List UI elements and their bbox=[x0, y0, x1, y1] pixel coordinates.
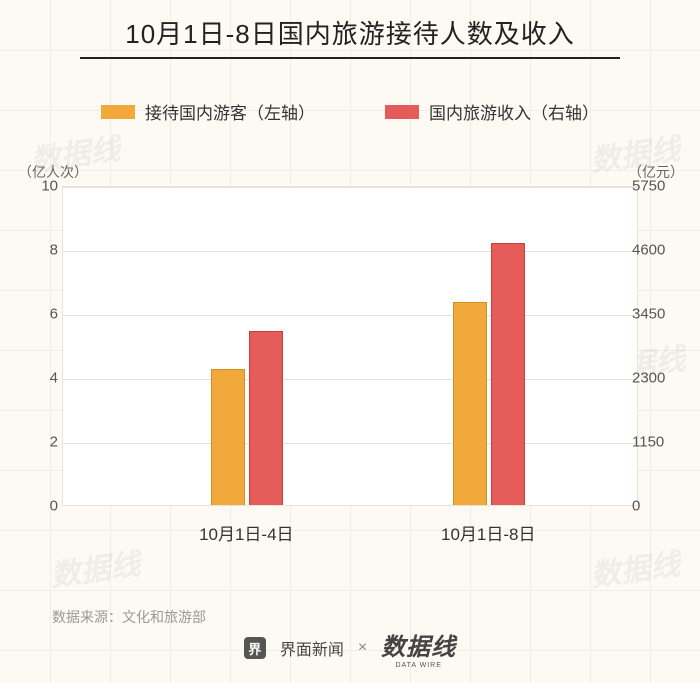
xtick-label: 10月1日-4日 bbox=[199, 520, 293, 545]
bar bbox=[249, 331, 283, 505]
legend-item-revenue: 国内旅游收入（右轴） bbox=[385, 99, 599, 124]
ytick-left: 0 bbox=[22, 498, 58, 515]
ytick-right: 3450 bbox=[632, 306, 680, 323]
ytick-left: 4 bbox=[22, 370, 58, 387]
ytick-right: 5750 bbox=[632, 178, 680, 195]
jiemian-logo-icon: 界 bbox=[244, 637, 266, 659]
ytick-left: 10 bbox=[22, 178, 58, 195]
ytick-right: 0 bbox=[632, 498, 680, 515]
xtick-label: 10月1日-8日 bbox=[441, 520, 535, 545]
bar bbox=[491, 243, 525, 505]
title-block: 10月1日-8日国内旅游接待人数及收入 bbox=[0, 0, 700, 69]
footer: 界 界面新闻 × 数据线 DATA WIRE bbox=[0, 627, 700, 669]
ytick-right: 1150 bbox=[632, 434, 680, 451]
footer-brand-1: 界面新闻 bbox=[280, 636, 344, 660]
ytick-left: 2 bbox=[22, 434, 58, 451]
footer-sep: × bbox=[358, 639, 367, 657]
gridline bbox=[63, 379, 637, 380]
title-underline bbox=[80, 57, 620, 59]
gridline bbox=[63, 443, 637, 444]
ytick-right: 2300 bbox=[632, 370, 680, 387]
legend-swatch bbox=[101, 105, 135, 119]
legend-item-visitors: 接待国内游客（左轴） bbox=[101, 99, 315, 124]
ytick-right: 4600 bbox=[632, 242, 680, 259]
gridline bbox=[63, 187, 637, 188]
ytick-left: 6 bbox=[22, 306, 58, 323]
gridline bbox=[63, 251, 637, 252]
legend-label: 国内旅游收入（右轴） bbox=[429, 99, 599, 124]
gridline bbox=[63, 315, 637, 316]
footer-brand-2-text: 数据线 bbox=[381, 627, 456, 662]
bar bbox=[453, 302, 487, 505]
chart-plot-area bbox=[62, 186, 638, 506]
bar bbox=[211, 369, 245, 505]
footer-brand-2: 数据线 DATA WIRE bbox=[381, 627, 456, 669]
legend-swatch bbox=[385, 105, 419, 119]
footer-brand-2-sub: DATA WIRE bbox=[381, 662, 456, 669]
legend-label: 接待国内游客（左轴） bbox=[145, 99, 315, 124]
ytick-left: 8 bbox=[22, 242, 58, 259]
source-text: 数据来源：文化和旅游部 bbox=[52, 607, 206, 627]
legend: 接待国内游客（左轴） 国内旅游收入（右轴） bbox=[0, 69, 700, 144]
chart-title: 10月1日-8日国内旅游接待人数及收入 bbox=[0, 14, 700, 51]
